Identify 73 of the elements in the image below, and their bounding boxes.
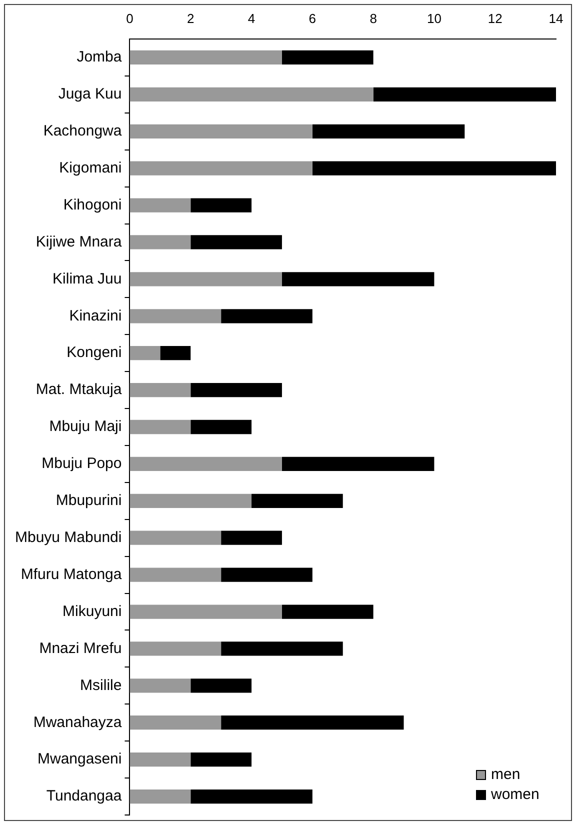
bar <box>282 272 434 286</box>
y-tick-label: Mbuju Maji <box>49 418 122 436</box>
bar <box>130 530 222 545</box>
y-tick-label: Mnazi Mrefu <box>39 640 122 657</box>
bar <box>221 716 404 730</box>
y-tick-label: Mat. Mtakuja <box>36 381 122 398</box>
y-tick-label: Kinazini <box>69 307 122 324</box>
bar <box>130 346 160 360</box>
bar <box>190 752 252 767</box>
bar <box>221 530 282 545</box>
y-tick-label: Mbuju Popo <box>42 455 122 472</box>
y-tick-label: Kigomani <box>59 159 122 176</box>
x-tick-label: 12 <box>488 11 502 26</box>
bar <box>252 494 343 508</box>
x-tick-label: 6 <box>308 11 316 26</box>
bar <box>130 716 222 730</box>
bar <box>282 456 434 472</box>
y-tick-label: Jomba <box>76 48 122 66</box>
bar <box>221 642 343 656</box>
bar <box>130 789 191 804</box>
bar <box>190 235 282 250</box>
bar <box>190 198 252 212</box>
y-tick-label: Kijiwe Mnara <box>36 233 122 250</box>
y-tick-label: Mbuyu Mabundi <box>14 529 122 546</box>
bar <box>130 235 191 250</box>
legend-label: men <box>491 766 520 784</box>
bar <box>130 309 222 324</box>
x-tick-label: 8 <box>370 11 377 26</box>
y-tick-label: Kilima Juu <box>52 270 122 288</box>
y-tick-label: Mbupurini <box>56 492 122 510</box>
bar <box>130 642 222 656</box>
bar <box>221 309 312 324</box>
bar <box>130 382 191 398</box>
y-tick-label: Tundangaa <box>46 788 122 805</box>
x-tick-label: 4 <box>248 11 256 26</box>
y-tick-label: Juga Kuu <box>58 86 122 103</box>
bar <box>130 678 191 693</box>
bar <box>282 50 374 65</box>
bar <box>130 494 252 508</box>
bar <box>160 346 191 360</box>
bar <box>190 420 252 434</box>
y-tick-label: Mikuyuni <box>62 602 122 620</box>
bar <box>130 124 312 138</box>
y-tick-label: Mwanahayza <box>33 714 122 731</box>
bar <box>190 678 252 693</box>
bar <box>130 456 282 472</box>
bar <box>221 568 312 582</box>
bar <box>190 382 282 398</box>
bar <box>130 420 191 434</box>
bar <box>373 87 556 102</box>
bar <box>282 604 374 619</box>
x-tick-label: 2 <box>187 11 194 26</box>
y-tick-label: Msilile <box>80 676 122 694</box>
bar <box>312 124 465 138</box>
y-tick-label: Kongeni <box>66 344 122 362</box>
y-tick-label: Mwangaseni <box>38 750 122 768</box>
bar <box>130 50 282 65</box>
x-tick-label: 10 <box>426 11 442 26</box>
bar <box>130 198 191 212</box>
bar <box>130 272 282 286</box>
x-tick-label: 0 <box>126 11 134 26</box>
bar <box>130 87 374 102</box>
bar <box>312 161 556 176</box>
bar <box>130 752 191 767</box>
bar <box>190 789 312 804</box>
bar <box>130 604 282 619</box>
bar <box>130 568 222 582</box>
x-tick-label: 14 <box>548 11 564 26</box>
y-tick-label: Kihogoni <box>63 196 122 214</box>
y-tick-label: Kachongwa <box>43 122 122 140</box>
bar <box>130 161 312 176</box>
y-tick-label: Mfuru Matonga <box>20 566 122 583</box>
legend-label: women <box>490 786 540 804</box>
